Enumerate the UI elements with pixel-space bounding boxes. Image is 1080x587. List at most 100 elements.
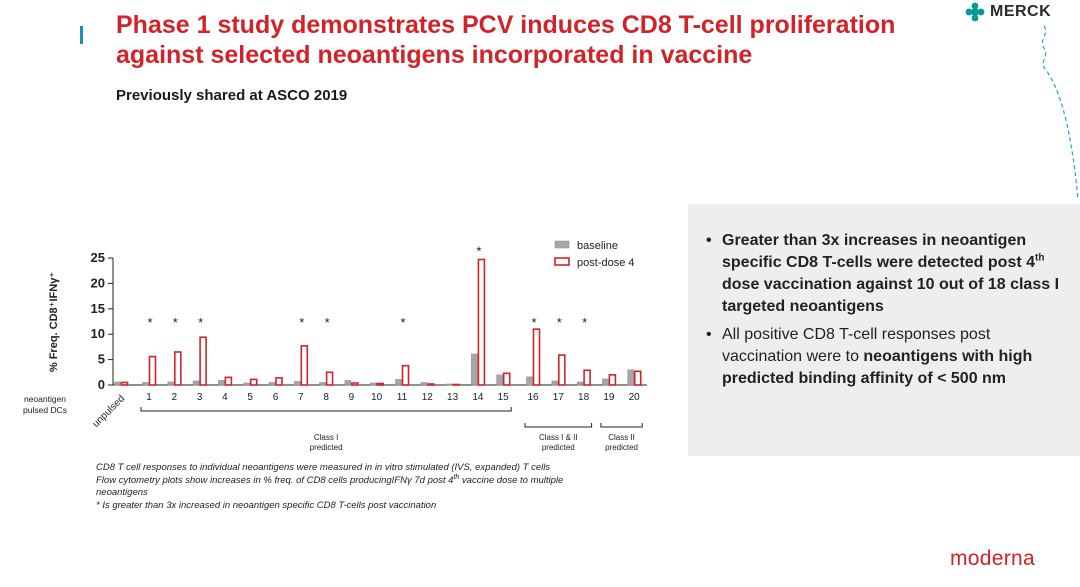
bar-post-dose-2 bbox=[174, 351, 182, 386]
bar-baseline-8 bbox=[319, 382, 326, 386]
bar-post-dose-16 bbox=[532, 328, 541, 386]
bar-post-dose-6 bbox=[275, 377, 283, 386]
bar-baseline-1 bbox=[142, 382, 149, 386]
bar-post-dose-9 bbox=[351, 382, 359, 386]
x-tick-label-7: 7 bbox=[298, 392, 304, 403]
bar-post-dose-12 bbox=[426, 383, 435, 386]
group-bracket-2 bbox=[524, 423, 593, 428]
x-tick-label-17: 17 bbox=[553, 392, 565, 403]
y-tick-label-20: 20 bbox=[91, 275, 105, 290]
significance-marker-8: * bbox=[325, 315, 330, 330]
bar-post-dose-8 bbox=[325, 371, 334, 386]
footnote-3: * Is greater than 3x increased in neoant… bbox=[96, 499, 437, 511]
bar-post-dose-17 bbox=[557, 354, 566, 386]
bar-baseline-6 bbox=[268, 382, 276, 386]
x-tick-label-20: 20 bbox=[629, 392, 641, 403]
y-axis-label: % Freq. CD8⁺IFNγ⁺ bbox=[48, 272, 60, 372]
moderna-logo: moderna bbox=[950, 547, 1035, 570]
x-tick-label-8: 8 bbox=[323, 392, 329, 403]
x-tick-label-12: 12 bbox=[422, 392, 434, 403]
bar-chart: % Freq. CD8⁺IFNγ⁺ neoantigen pulsed DCs … bbox=[23, 240, 647, 452]
bar-baseline-17 bbox=[551, 380, 559, 386]
bar-baseline-12 bbox=[420, 382, 428, 386]
x-tick-label-5: 5 bbox=[247, 392, 253, 403]
bar-post-dose-10 bbox=[376, 382, 385, 386]
footnote-2-text-cont: vaccine dose to multiple neoantigens bbox=[96, 474, 564, 499]
y-tick-label-5: 5 bbox=[98, 352, 105, 367]
slide-subtitle: Previously shared at ASCO 2019 bbox=[116, 87, 348, 104]
bar-post-dose-3 bbox=[199, 336, 207, 386]
bar-baseline-5 bbox=[243, 382, 250, 386]
x-tick-label-4: 4 bbox=[222, 392, 228, 403]
legend-label-post-dose: post-dose 4 bbox=[577, 257, 634, 269]
bar-baseline-11 bbox=[395, 379, 402, 386]
bar-baseline-4 bbox=[218, 380, 225, 386]
significance-marker-11: * bbox=[400, 315, 405, 330]
key-findings-list: Greater than 3x increases in neoantigen … bbox=[706, 230, 1066, 390]
group-bracket-1 bbox=[140, 407, 512, 412]
x-tick-label-6: 6 bbox=[273, 392, 279, 403]
x-tick-label-unpulsed: unpulsed bbox=[91, 393, 127, 429]
merck-logo-icon bbox=[965, 2, 985, 22]
finding-2-bold: neoantigens with high predicted binding … bbox=[722, 348, 1033, 387]
merck-wave-decoration bbox=[1041, 25, 1079, 200]
finding-2-text: All positive CD8 T-cell responses post v… bbox=[722, 326, 991, 365]
finding-1-text: Greater than 3x increases in neoantigen … bbox=[722, 232, 1036, 271]
legend-label-baseline: baseline bbox=[577, 240, 618, 252]
x-tick-label-13: 13 bbox=[447, 392, 459, 403]
bar-baseline-13 bbox=[445, 383, 453, 386]
key-findings-box: Greater than 3x increases in neoantigen … bbox=[688, 204, 1080, 456]
bar-baseline-14 bbox=[471, 353, 478, 386]
x-tick-label-1: 1 bbox=[146, 392, 152, 403]
bar-baseline-19 bbox=[602, 378, 609, 386]
bar-post-dose-7 bbox=[300, 345, 309, 386]
x-tick-label-18: 18 bbox=[578, 392, 590, 403]
bar-baseline-20 bbox=[627, 369, 634, 386]
footnote-2-superscript: th bbox=[453, 473, 460, 481]
bar-post-dose-1 bbox=[148, 355, 157, 386]
significance-marker-17: * bbox=[557, 315, 562, 330]
significance-marker-1: * bbox=[147, 315, 152, 330]
y-tick-label-10: 10 bbox=[91, 326, 105, 341]
legend-swatch-post-dose bbox=[554, 257, 570, 266]
y-tick-label-15: 15 bbox=[91, 301, 105, 316]
significance-marker-16: * bbox=[531, 315, 536, 330]
x-tick-label-10: 10 bbox=[371, 392, 383, 403]
y-tick-label-0: 0 bbox=[98, 377, 105, 392]
slide-title: Phase 1 study demonstrates PCV induces C… bbox=[116, 11, 896, 69]
x-tick-label-19: 19 bbox=[603, 392, 615, 403]
bar-post-dose-unpulsed bbox=[120, 381, 129, 386]
significance-marker-7: * bbox=[299, 315, 304, 330]
bar-post-dose-20 bbox=[633, 370, 642, 386]
footnote-1: CD8 T cell responses to individual neoan… bbox=[96, 462, 551, 473]
bar-post-dose-13 bbox=[452, 383, 460, 386]
x-tick-label-14: 14 bbox=[472, 392, 484, 403]
bar-baseline-15 bbox=[496, 374, 503, 386]
bar-baseline-7 bbox=[294, 381, 301, 386]
bar-baseline-3 bbox=[192, 380, 200, 386]
significance-marker-14: * bbox=[476, 244, 481, 259]
footnote-2: Flow cytometry plots show increases in %… bbox=[96, 473, 616, 500]
x-axis-label-line1: neoantigen bbox=[24, 394, 66, 404]
bar-baseline-9 bbox=[344, 380, 352, 386]
significance-marker-3: * bbox=[198, 315, 203, 330]
bar-post-dose-18 bbox=[583, 369, 591, 386]
finding-bullet-1: Greater than 3x increases in neoantigen … bbox=[706, 230, 1066, 318]
title-accent-bar bbox=[80, 26, 83, 44]
x-tick-label-2: 2 bbox=[172, 392, 178, 403]
bar-post-dose-15 bbox=[502, 372, 511, 386]
bar-post-dose-19 bbox=[608, 374, 617, 386]
group-bracket-3 bbox=[600, 423, 643, 428]
group-label-3-line1: Class II bbox=[608, 433, 635, 442]
x-tick-label-3: 3 bbox=[197, 392, 203, 403]
bar-baseline-10 bbox=[369, 382, 377, 386]
x-tick-label-16: 16 bbox=[527, 392, 539, 403]
footnotes: CD8 T cell responses to individual neoan… bbox=[96, 462, 616, 512]
bar-baseline-16 bbox=[526, 376, 533, 386]
group-label-3-line2: predicted bbox=[605, 443, 638, 452]
group-label-1-line2: predicted bbox=[310, 443, 343, 452]
x-tick-label-9: 9 bbox=[349, 392, 355, 403]
finding-1-superscript: th bbox=[1035, 252, 1045, 264]
x-tick-label-15: 15 bbox=[498, 392, 510, 403]
significance-marker-2: * bbox=[173, 315, 178, 330]
